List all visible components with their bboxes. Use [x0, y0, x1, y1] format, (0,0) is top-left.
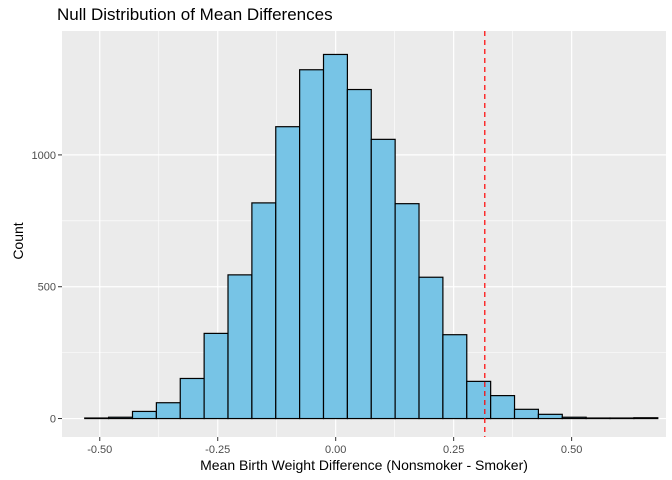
axis-ticks: -0.50 -0.25 0.00 0.25 0.50 0 500 1000 — [32, 150, 583, 456]
histogram-bar — [394, 203, 420, 420]
histogram-bar — [370, 138, 396, 420]
histogram-bar — [131, 410, 157, 420]
histogram-bars — [84, 53, 659, 420]
histogram-bar — [322, 53, 348, 420]
histogram-bar — [633, 417, 659, 420]
y-axis-label: Count — [10, 222, 26, 260]
histogram-bar — [513, 408, 540, 420]
histogram-bar — [251, 202, 277, 420]
x-tick-label: -0.50 — [87, 444, 112, 456]
histogram-bar — [227, 274, 253, 420]
x-axis-label: Mean Birth Weight Difference (Nonsmoker … — [200, 457, 528, 473]
histogram-bar — [585, 417, 611, 420]
histogram-bar — [179, 377, 205, 420]
histogram-bar — [561, 416, 587, 420]
histogram-bar — [275, 126, 301, 420]
histogram-bar — [418, 276, 444, 420]
histogram-bar — [466, 380, 492, 420]
y-tick-label: 1000 — [32, 150, 56, 162]
histogram-bar — [442, 334, 468, 420]
histogram-bar — [346, 88, 372, 420]
y-tick-label: 0 — [50, 414, 56, 426]
histogram-bar — [203, 332, 229, 420]
y-tick-label: 500 — [38, 282, 56, 294]
x-tick-label: -0.25 — [205, 444, 230, 456]
x-tick-label: 0.25 — [443, 444, 464, 456]
histogram-bar — [84, 417, 110, 420]
chart-title: Null Distribution of Mean Differences — [57, 5, 333, 24]
histogram-bar — [299, 69, 325, 420]
histogram-bar — [490, 395, 516, 420]
x-tick-label: 0.00 — [325, 444, 346, 456]
x-tick-label: 0.50 — [561, 444, 582, 456]
histogram-bar — [537, 413, 563, 420]
histogram-bar — [108, 416, 134, 420]
histogram-bar — [155, 402, 181, 420]
histogram-bar — [609, 417, 635, 420]
